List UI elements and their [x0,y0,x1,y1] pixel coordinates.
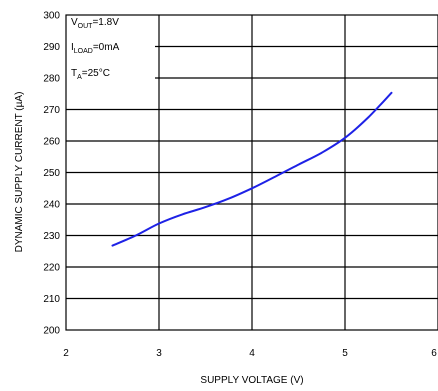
annotation-ta: TA=25°C [71,68,110,81]
x-axis-label: SUPPLY VOLTAGE (V) [200,375,303,386]
series-line [111,91,393,247]
y-axis-label: DYNAMIC SUPPLY CURRENT (µA) [14,92,25,253]
x-tick-labels: 2 3 4 5 6 [63,348,437,359]
y-tick-label: 260 [43,137,60,148]
y-tick-label: 270 [43,105,60,116]
y-tick-label: 200 [43,326,60,337]
y-tick-label: 250 [43,168,60,179]
annotation-iload: ILOAD=0mA [71,42,120,55]
x-tick-label: 4 [249,348,255,359]
y-tick-label: 300 [43,11,60,22]
x-tick-label: 6 [431,348,437,359]
x-tick-label: 2 [63,348,69,359]
y-tick-label: 230 [43,231,60,242]
x-tick-label: 5 [342,348,348,359]
y-tick-label: 280 [43,74,60,85]
y-tick-label: 240 [43,200,60,211]
annotation-vout: VOUT=1.8V [71,17,119,30]
y-tick-label: 290 [43,42,60,53]
grid [66,15,438,330]
annotation-box-bg [67,16,155,82]
x-tick-label: 3 [156,348,162,359]
y-tick-label: 210 [43,294,60,305]
y-tick-labels: 200 210 220 230 240 250 260 270 280 290 300 [43,11,60,337]
y-tick-label: 220 [43,263,60,274]
